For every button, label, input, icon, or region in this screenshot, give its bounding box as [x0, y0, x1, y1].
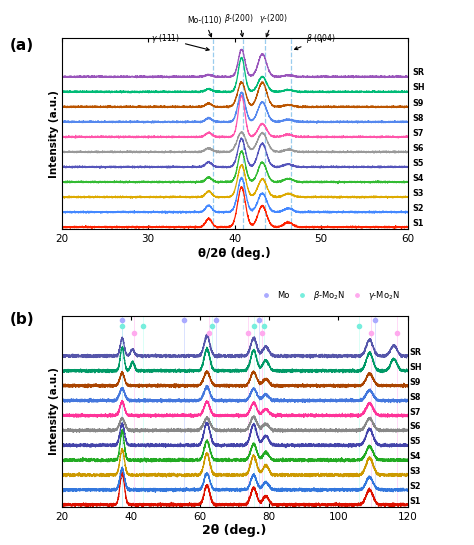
- Text: $\gamma$-(200): $\gamma$-(200): [259, 12, 288, 37]
- Text: S1: S1: [412, 219, 423, 228]
- Text: SR: SR: [412, 69, 424, 77]
- Text: S3: S3: [410, 467, 421, 476]
- X-axis label: 2θ (deg.): 2θ (deg.): [202, 524, 267, 537]
- Y-axis label: Intensity (a.u.): Intensity (a.u.): [49, 367, 59, 455]
- Text: S7: S7: [412, 129, 423, 137]
- Y-axis label: Intensity (a.u.): Intensity (a.u.): [49, 90, 59, 178]
- Text: S9: S9: [412, 99, 423, 107]
- Legend: Mo, $\beta$-Mo$_2$N, $\gamma$-Mo$_2$N: Mo, $\beta$-Mo$_2$N, $\gamma$-Mo$_2$N: [255, 285, 403, 305]
- Text: SR: SR: [410, 348, 421, 357]
- Text: S5: S5: [412, 159, 423, 168]
- Text: S4: S4: [412, 174, 423, 183]
- Text: $\gamma$-(111): $\gamma$-(111): [151, 32, 209, 51]
- Text: S3: S3: [412, 189, 423, 198]
- Text: S6: S6: [412, 144, 423, 153]
- Text: S8: S8: [412, 113, 423, 123]
- X-axis label: θ/2θ (deg.): θ/2θ (deg.): [198, 247, 271, 260]
- Text: S2: S2: [412, 204, 423, 213]
- Text: S8: S8: [410, 392, 421, 402]
- Text: Mo-(110): Mo-(110): [187, 16, 222, 37]
- Text: S1: S1: [410, 497, 421, 506]
- Text: $\beta$-(200): $\beta$-(200): [224, 12, 254, 37]
- Text: (b): (b): [10, 312, 34, 326]
- Text: S6: S6: [410, 422, 421, 432]
- Text: (a): (a): [10, 38, 34, 53]
- Text: S5: S5: [410, 437, 421, 446]
- Text: SH: SH: [410, 363, 422, 372]
- Text: SH: SH: [412, 83, 425, 93]
- Text: S9: S9: [410, 378, 421, 387]
- Text: S2: S2: [410, 482, 421, 491]
- Text: S4: S4: [410, 452, 421, 461]
- Text: $\beta$-(004): $\beta$-(004): [294, 32, 336, 50]
- Text: S7: S7: [410, 408, 421, 416]
